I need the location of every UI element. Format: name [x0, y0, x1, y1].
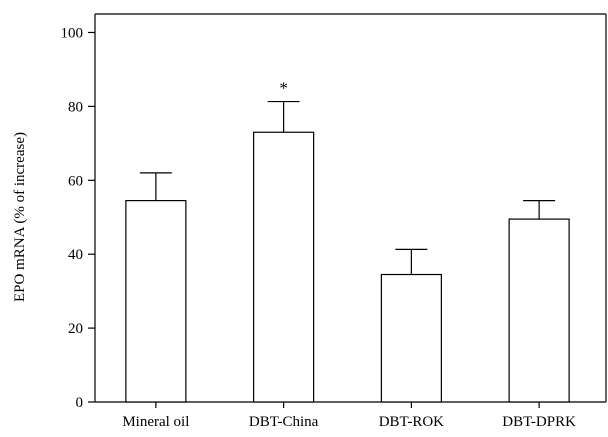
labels: 0 20 40 60 80 100 Mineral oil DBT-China * DBT-ROK… — [61, 25, 577, 430]
x-tick-label: Mineral oil — [122, 414, 189, 430]
bar — [253, 131, 315, 403]
y-tick-label: 40 — [68, 247, 83, 263]
x-tick-label: DBT-ROK — [379, 414, 444, 430]
y-tick-label: 20 — [68, 321, 83, 337]
bars — [125, 100, 570, 403]
significance-annotation: * — [279, 79, 288, 98]
bar — [380, 273, 442, 403]
x-tick-label: DBT-DPRK — [502, 414, 576, 430]
y-axis-label: EPO mRNA (% of increase) — [12, 132, 28, 302]
y-tick-label: 60 — [68, 173, 83, 189]
y-tick-label: 100 — [61, 25, 84, 41]
y-tick-label: 80 — [68, 99, 83, 115]
bar — [125, 200, 187, 403]
x-tick-label: DBT-China — [249, 414, 319, 430]
y-tick-label: 0 — [76, 395, 84, 411]
bar — [508, 218, 570, 403]
